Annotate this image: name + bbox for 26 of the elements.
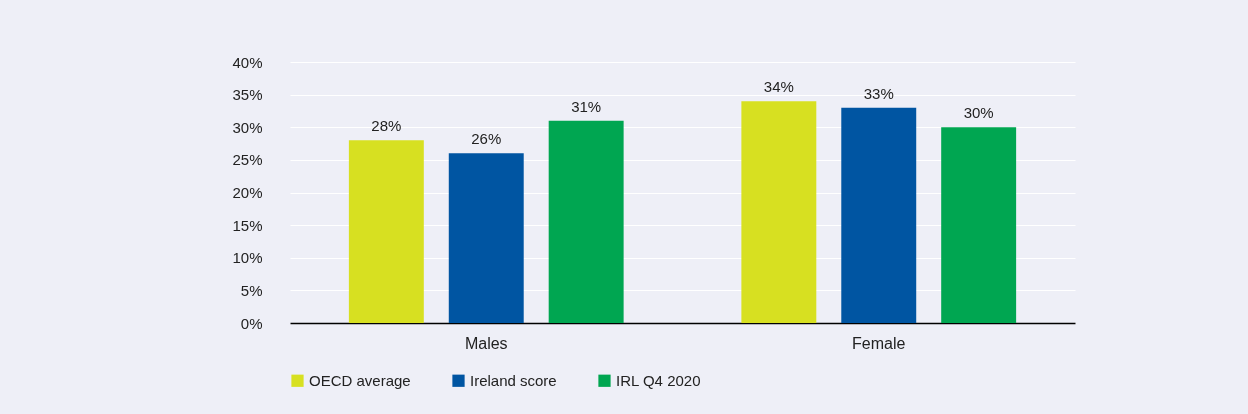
y-tick-label: 30% — [232, 118, 263, 136]
bar — [548, 120, 624, 323]
data-label: 30% — [963, 104, 994, 122]
x-tick-label: Female — [852, 334, 906, 352]
bar — [941, 127, 1017, 323]
data-label: 28% — [371, 117, 402, 135]
x-tick-label: Males — [464, 334, 508, 352]
y-tick-label: 20% — [232, 184, 263, 201]
bar — [348, 140, 424, 323]
data-label: 34% — [763, 78, 794, 96]
y-tick-label: 5% — [240, 281, 263, 299]
bar — [841, 107, 917, 323]
data-label: 31% — [571, 97, 602, 115]
y-tick-label: 15% — [232, 216, 263, 234]
y-tick-label: 25% — [232, 151, 263, 169]
y-tick-label: 35% — [232, 86, 263, 104]
legend-label: OECD average — [309, 371, 411, 389]
data-label: 26% — [471, 130, 502, 148]
bar — [741, 101, 817, 323]
data-label: 33% — [863, 84, 894, 102]
y-tick-label: 0% — [240, 314, 263, 332]
legend-label: IRL Q4 2020 — [616, 371, 701, 389]
bar — [448, 153, 524, 323]
legend-label: Ireland score — [470, 371, 557, 389]
y-tick-label: 10% — [232, 249, 263, 267]
y-tick-label: 40% — [232, 53, 263, 71]
